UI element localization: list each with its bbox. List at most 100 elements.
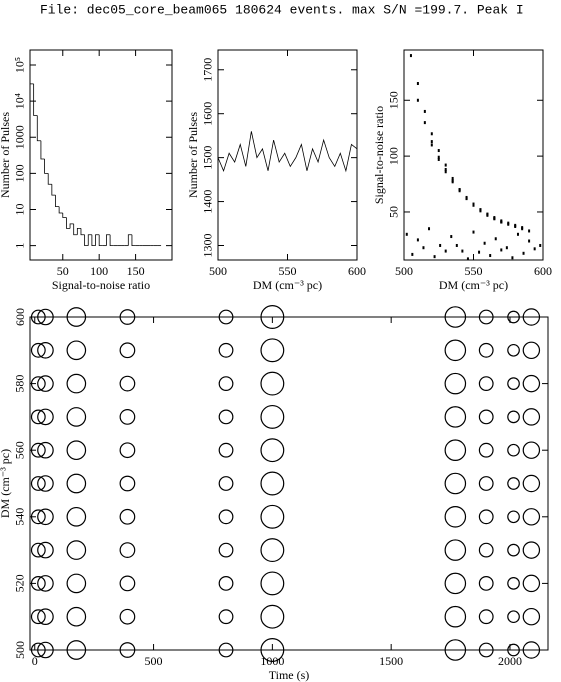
- histogram-step: [109, 234, 114, 247]
- scatter-point: [451, 176, 454, 180]
- scatter-point: [500, 248, 503, 252]
- scatter-point: [430, 132, 433, 136]
- scatter-point: [493, 217, 496, 221]
- pulse-circle: [522, 374, 541, 393]
- histogram-step: [84, 234, 89, 247]
- x-tick-label: 2000: [498, 654, 522, 668]
- y-tick-label: 1700: [201, 58, 215, 82]
- pulse-circle: [218, 309, 234, 325]
- scatter-point: [405, 232, 408, 236]
- x-tick-label: 550: [279, 264, 297, 278]
- pulse-circle: [478, 609, 494, 625]
- histogram-step: [131, 234, 136, 247]
- histogram-step: [66, 217, 71, 229]
- y-tick-label: 520: [13, 574, 27, 592]
- pulse-circle: [37, 508, 54, 526]
- pulse-circle: [66, 540, 87, 560]
- scatter-point: [472, 230, 475, 234]
- scatter-point: [511, 256, 514, 260]
- pulse-circle: [30, 309, 46, 325]
- scatter-point: [489, 254, 492, 258]
- pulse-circle: [444, 572, 467, 595]
- pulse-circle: [260, 338, 285, 363]
- histogram-step: [73, 223, 78, 236]
- scatter-point: [455, 243, 458, 247]
- pulse-circle: [30, 476, 46, 491]
- x-tick-label: 500: [145, 654, 163, 668]
- pulse-circle: [30, 442, 46, 458]
- pulse-circle: [119, 475, 136, 492]
- pulse-circle: [66, 440, 87, 461]
- scatter-point: [466, 257, 469, 261]
- pulse-circle: [30, 409, 46, 425]
- scatter-point: [505, 246, 508, 250]
- pulse-circle: [66, 307, 87, 327]
- pulse-circle: [478, 376, 494, 392]
- plot-frame: [29, 316, 549, 651]
- scatter-point: [507, 222, 510, 226]
- pulse-circle: [478, 476, 494, 491]
- pulse-circle: [507, 377, 520, 390]
- x-tick-label: 600: [348, 264, 366, 278]
- x-tick-label: 500: [209, 264, 227, 278]
- pulse-circle: [218, 476, 234, 491]
- y-tick-label: 1600: [201, 102, 215, 126]
- x-tick-label: 1500: [379, 654, 403, 668]
- pulse-circle: [218, 509, 234, 525]
- histogram-step: [69, 223, 74, 229]
- pulse-circle: [218, 575, 234, 591]
- scatter-point: [458, 189, 461, 193]
- pulse-circle: [507, 443, 520, 457]
- y-tick-label: 1300: [201, 234, 215, 258]
- pulse-circle: [119, 409, 136, 425]
- pulse-circle: [507, 310, 520, 324]
- pulse-circle: [37, 341, 54, 359]
- scatter-point: [422, 246, 425, 250]
- pulse-circle: [37, 641, 54, 659]
- scatter-point: [437, 155, 440, 159]
- pulse-circle: [444, 406, 467, 428]
- pulse-circle: [260, 404, 285, 429]
- histogram-step: [91, 234, 96, 247]
- y-tick-label: 50: [387, 206, 401, 218]
- pulse-circle: [260, 538, 285, 563]
- x-tick-label: 150: [127, 264, 145, 278]
- pulse-circle: [478, 309, 494, 325]
- x-axis-label: DM (cm⁻³ pc): [253, 278, 322, 292]
- pulse-circle: [478, 542, 494, 558]
- y-tick-label: 10: [13, 203, 27, 215]
- y-tick-label: 150: [387, 91, 401, 109]
- scatter-point: [451, 180, 454, 184]
- pulse-circle: [30, 542, 46, 558]
- histogram-step: [40, 140, 45, 160]
- scatter-point: [423, 109, 426, 113]
- pulse-circle: [260, 471, 285, 496]
- scatter-point: [433, 255, 436, 259]
- histogram-step: [55, 195, 60, 208]
- scatter-point: [423, 121, 426, 125]
- scatter-point: [444, 163, 447, 167]
- pulse-circle: [522, 408, 541, 426]
- pulse-circle: [37, 575, 54, 592]
- histogram-step: [106, 234, 111, 246]
- histogram-step: [127, 234, 132, 246]
- pulse-circle: [478, 409, 494, 425]
- pulse-circle: [444, 506, 467, 528]
- x-tick-label: 500: [395, 264, 413, 278]
- pulse-circle: [522, 508, 541, 526]
- pulse-circle: [478, 442, 494, 458]
- pulse-circle: [66, 340, 87, 361]
- data-line: [217, 131, 358, 173]
- pulse-circle: [66, 573, 87, 594]
- y-tick-label: 1: [13, 243, 27, 249]
- x-tick-label: 100: [90, 264, 108, 278]
- pulse-circle: [260, 504, 285, 529]
- scatter-point: [444, 170, 447, 174]
- pulse-circle: [444, 339, 467, 362]
- pulse-circle: [507, 543, 520, 557]
- pulse-circle: [119, 642, 136, 658]
- pulse-circle: [478, 575, 494, 591]
- scatter-point: [479, 208, 482, 212]
